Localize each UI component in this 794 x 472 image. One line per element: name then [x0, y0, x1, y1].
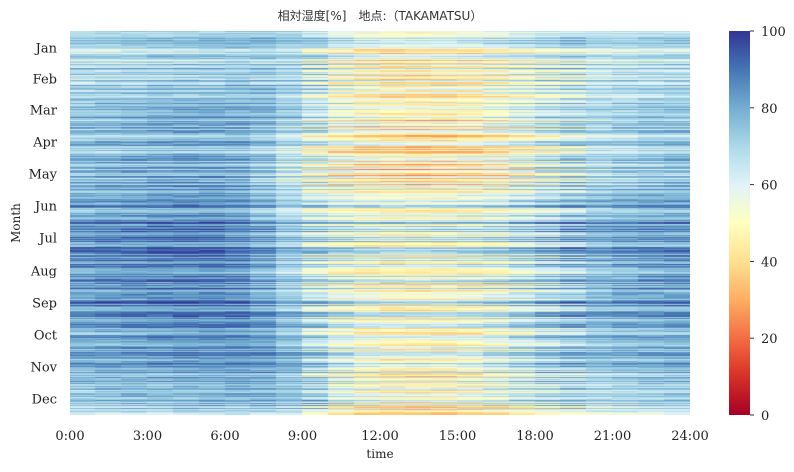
y-tick-label: Apr	[32, 135, 58, 150]
colorbar-tick-label: 0	[761, 409, 769, 424]
colorbar-tick-label: 40	[761, 255, 778, 270]
heatmap-cells	[70, 31, 690, 415]
x-tick-label: 0:00	[55, 429, 84, 444]
x-tick-label: 21:00	[594, 429, 631, 444]
colorbar-tick-label: 100	[761, 25, 786, 40]
y-tick-label: Dec	[32, 393, 57, 408]
y-tick-label: Oct	[34, 329, 58, 344]
x-tick-label: 6:00	[210, 429, 239, 444]
y-tick-label: Jul	[37, 232, 57, 247]
x-axis-ticks: 0:00 3:00 6:00 9:00 12:00 15:00 18:00 21:00 24:0…	[55, 429, 708, 444]
heatmap-image	[70, 31, 690, 415]
x-tick-label: 24:00	[671, 429, 708, 444]
x-tick-label: 18:00	[516, 429, 553, 444]
y-tick-label: May	[29, 168, 58, 183]
y-axis-ticks: Jan Feb Mar Apr May Jun Jul Aug Sep Oct Nov Dec	[29, 41, 58, 407]
y-tick-label: Sep	[32, 296, 57, 311]
y-tick-label: Feb	[33, 72, 57, 87]
x-tick-label: 12:00	[361, 429, 398, 444]
x-tick-label: 9:00	[288, 429, 317, 444]
y-axis-label: Month	[9, 203, 23, 243]
colorbar-tick-label: 80	[761, 102, 778, 117]
colorbar-tick-label: 20	[761, 332, 778, 347]
x-tick-label: 15:00	[439, 429, 476, 444]
y-tick-label: Mar	[30, 103, 58, 118]
y-tick-label: Jun	[33, 200, 58, 215]
y-tick-label: Nov	[30, 361, 57, 376]
colorbar-ticks: 0 20 40 60 80 100	[750, 25, 786, 424]
x-axis-label: time	[366, 447, 393, 461]
colorbar	[729, 31, 750, 415]
y-tick-label: Aug	[30, 264, 57, 279]
colorbar-tick-label: 60	[761, 179, 778, 194]
chart-title: 相対湿度[%] 地点:（TAKAMATSU）	[278, 8, 483, 23]
x-tick-label: 3:00	[133, 429, 162, 444]
y-tick-label: Jan	[34, 41, 58, 56]
